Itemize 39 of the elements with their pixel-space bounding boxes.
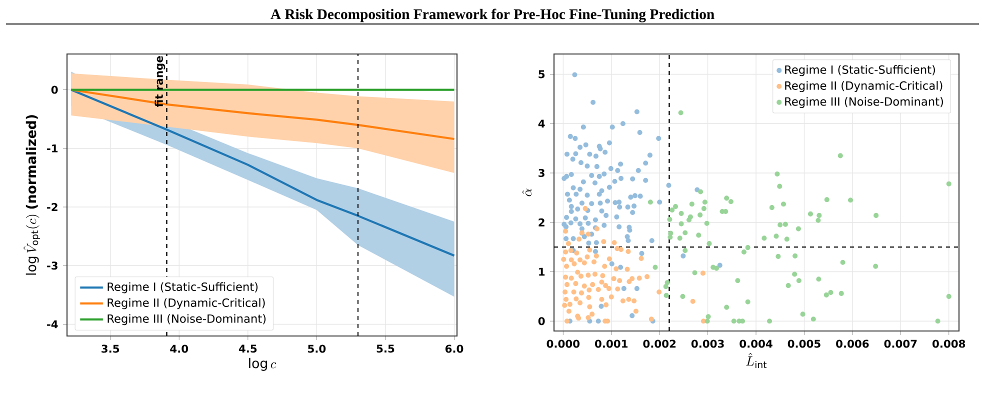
x-tick-label: 0.006 [836, 340, 869, 348]
y-tick-label: 4 [538, 120, 545, 128]
y-tick-label: -3 [47, 262, 58, 270]
y-tick-label: 2 [538, 218, 544, 226]
y-tick-label: -1 [47, 144, 58, 152]
x-tick-label: 0.004 [740, 340, 772, 348]
x-tick-label: 0.001 [595, 340, 628, 348]
legend-label: Regime III (Noise-Dominant) [785, 97, 943, 108]
ref-line-label: fit range [154, 56, 166, 107]
x-tick-label: 0.003 [691, 340, 724, 348]
x-tick-label: 5.0 [308, 344, 326, 353]
legend-label: Regime III (Noise-Dominant) [108, 314, 266, 326]
line-series [70, 88, 456, 257]
x-tick-label: 0.007 [884, 340, 917, 348]
y-tick-label: 0 [51, 86, 58, 94]
legend-label: Regime II (Dynamic-Critical) [785, 81, 942, 92]
x-tick-label: 0.008 [932, 340, 966, 348]
legend-label: Regime I (Static-Sufficient) [108, 282, 258, 294]
y-tick-label: -4 [47, 320, 58, 328]
y-axis-title: $\log \hat{V}_{\mathrm{opt}}(c)\;\textbf{(normalized)}$ [23, 115, 40, 275]
x-tick-label: 0.005 [788, 340, 820, 348]
x-tick-label: 4.0 [170, 344, 188, 353]
x-tick-label: 0.002 [643, 340, 676, 348]
x-tick-label: 5.5 [376, 344, 394, 353]
x-tick-label: 4.5 [238, 344, 257, 353]
y-tick-label: -2 [47, 203, 58, 211]
text: A Risk Decomposition Framework for Pre-Hoc Fine-Tuning Prediction [270, 8, 714, 22]
x-axis-title: $\hat{L}_{\mathrm{int}}$ [746, 352, 767, 368]
x-tick-label: 0.000 [546, 340, 580, 348]
y-tick-label: 0 [538, 317, 545, 326]
x-tick-label: 6.0 [445, 344, 464, 353]
y-tick-label: 5 [538, 70, 545, 78]
legend-label: Regime II (Dynamic-Critical) [108, 298, 265, 310]
legend-label: Regime I (Static-Sufficient) [785, 65, 935, 76]
y-tick-label: 1 [539, 268, 545, 276]
x-tick-label: 3.5 [102, 344, 120, 353]
y-tick-label: 3 [538, 168, 544, 178]
x-axis-title: $\log c$ [249, 358, 276, 371]
y-axis-title: $\hat{\alpha}$ [522, 188, 532, 196]
